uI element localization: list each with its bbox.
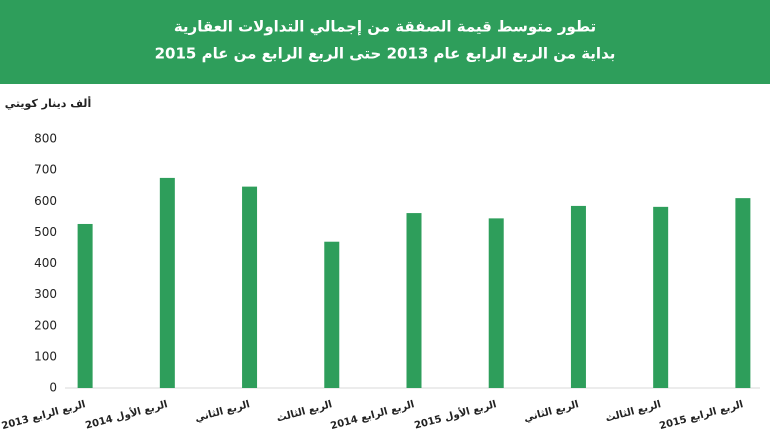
bar [735,198,751,388]
bar [159,177,175,388]
bar [488,218,504,388]
chart-title: تطور متوسط قيمة الصفقة من إجمالي التداول… [174,18,596,36]
bar [77,223,93,388]
x-tick-label: الربع الثاني [523,399,580,424]
x-tick-label: الربع الرابع 2014 [329,399,415,432]
x-tick-label: الربع الأول 2014 [84,397,169,431]
header-band [0,0,770,84]
y-tick-label: 800 [34,132,57,146]
x-tick-label: الربع الأول 2015 [413,397,498,431]
y-tick-label: 600 [34,194,57,208]
x-tick-label: الربع الثاني [194,399,251,424]
y-tick-label: 200 [34,318,57,332]
y-tick-label: 700 [34,163,57,177]
x-tick-label: الربع الرابع 2013 [1,399,87,432]
bar [653,206,669,388]
bar [570,205,586,388]
bar [324,241,340,388]
y-tick-label: 100 [34,349,57,363]
x-tick-label: الربع الثالث [276,399,334,424]
bar [242,186,258,388]
x-tick-label: الربع الرابع 2015 [658,399,744,432]
chart-subtitle: بداية من الربع الرابع عام 2013 حتى الربع… [155,45,616,63]
y-tick-label: 0 [49,381,57,395]
y-tick-label: 300 [34,287,57,301]
y-axis-label: ألف دينار كويتي [5,96,91,110]
bar [406,213,422,388]
y-tick-label: 400 [34,256,57,270]
x-tick-label: الربع الثالث [604,399,662,424]
y-tick-label: 500 [34,225,57,239]
